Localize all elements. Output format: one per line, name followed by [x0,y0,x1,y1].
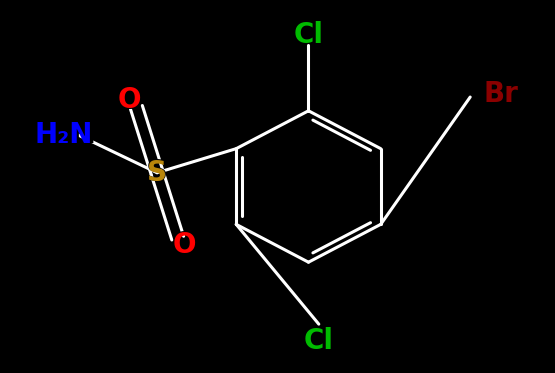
Text: O: O [117,86,143,115]
Text: Cl: Cl [292,21,325,50]
Text: Cl: Cl [294,21,324,49]
Text: Br: Br [484,79,522,108]
Text: O: O [171,231,198,260]
Text: H₂N: H₂N [35,121,93,149]
Text: S: S [146,158,168,187]
Text: O: O [118,87,142,115]
Text: H₂N: H₂N [32,120,96,150]
Text: Cl: Cl [302,327,335,356]
Text: O: O [173,231,196,259]
Text: S: S [147,159,167,187]
Text: Br: Br [484,79,519,107]
Text: Cl: Cl [304,327,334,355]
